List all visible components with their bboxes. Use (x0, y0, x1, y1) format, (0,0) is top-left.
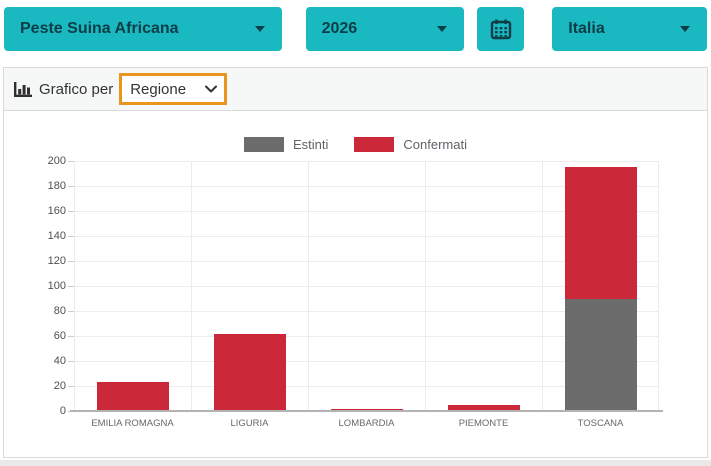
y-tick-label: 40 (53, 354, 66, 367)
chart-legend: Estinti Confermati (4, 137, 707, 152)
chart-by-label: Grafico per (39, 80, 114, 98)
calendar-icon (490, 19, 511, 40)
x-tick-label: LOMBARDIA (338, 418, 395, 429)
caret-down-icon (254, 26, 265, 32)
y-tick-label: 140 (47, 229, 66, 242)
bar-chart-icon (14, 81, 32, 97)
y-axis-tick (68, 161, 74, 162)
y-tick-label: 100 (47, 279, 66, 292)
chart-panel: Grafico per Regione Estinti Confermati 0 2… (3, 67, 708, 458)
territory-select-value: Italia (568, 20, 605, 37)
gridline (74, 236, 659, 237)
gridline (74, 186, 659, 187)
legend-label: Estinti (293, 137, 329, 152)
y-tick-label: 0 (59, 404, 66, 417)
calendar-button[interactable] (477, 7, 525, 51)
chart-card: Estinti Confermati 0 20 40 60 80 100 120 140 160 1… (4, 111, 707, 429)
territory-select[interactable]: Italia (552, 7, 708, 51)
disease-select[interactable]: Peste Suina Africana (4, 7, 282, 51)
y-tick-label: 160 (47, 204, 66, 217)
legend-label: Confermati (403, 137, 467, 152)
x-tick-label: EMILIA ROMAGNA (91, 418, 174, 429)
plot-area[interactable]: 0 20 40 60 80 100 120 140 160 180 200 (48, 155, 663, 417)
filter-toolbar: Peste Suina Africana 2026 Italia (0, 0, 711, 51)
y-tick-label: 20 (53, 379, 66, 392)
gridline (74, 336, 659, 337)
bar-segment-confermati[interactable] (447, 404, 520, 411)
year-select[interactable]: 2026 (305, 7, 465, 51)
y-axis-tick (68, 361, 74, 362)
y-axis-tick (68, 336, 74, 337)
page-bottom-strip (0, 460, 711, 466)
chart-by-select[interactable]: Regione (119, 73, 228, 105)
y-axis-tick (68, 386, 74, 387)
y-axis-tick (68, 311, 74, 312)
bar-segment-confermati[interactable] (213, 333, 286, 411)
year-select-value: 2026 (321, 20, 358, 37)
chart-panel-header: Grafico per Regione (4, 68, 707, 111)
legend-item-confermati[interactable]: Confermati (354, 137, 467, 152)
x-tick-label: LIGURIA (230, 418, 269, 429)
x-axis-line (70, 410, 663, 412)
y-axis-tick (68, 236, 74, 237)
gridline (74, 261, 659, 262)
gridline (74, 161, 659, 162)
y-tick-label: 80 (53, 304, 66, 317)
y-axis-tick (68, 261, 74, 262)
y-tick-label: 60 (53, 329, 66, 342)
legend-swatch (354, 137, 395, 152)
legend-item-estinti[interactable]: Estinti (244, 137, 328, 152)
y-tick-label: 180 (47, 179, 66, 192)
chevron-down-icon (205, 85, 218, 93)
bar-segment-confermati[interactable] (330, 408, 403, 411)
gridline (74, 311, 659, 312)
legend-swatch (244, 137, 284, 152)
y-axis-tick (68, 211, 74, 212)
gridline (74, 361, 659, 362)
caret-down-icon (437, 26, 448, 32)
bar-segment-confermati[interactable] (96, 382, 169, 411)
chart-by-select-value: Regione (130, 80, 187, 98)
disease-select-value: Peste Suina Africana (20, 20, 179, 37)
gridline (74, 211, 659, 212)
y-axis-tick (68, 286, 74, 287)
bar-segment-estinti[interactable] (564, 298, 637, 411)
y-tick-label: 120 (47, 254, 66, 267)
x-tick-label: PIEMONTE (458, 418, 509, 429)
gridline (74, 286, 659, 287)
gridline (74, 386, 659, 387)
x-axis-labels: EMILIA ROMAGNA LIGURIA LOMBARDIA PIEMONTE TO… (74, 418, 659, 429)
bar-segment-confermati[interactable] (564, 167, 637, 299)
caret-down-icon (680, 26, 691, 32)
y-tick-label: 200 (47, 154, 66, 167)
y-axis-tick (68, 186, 74, 187)
x-tick-label: TOSCANA (577, 418, 624, 429)
